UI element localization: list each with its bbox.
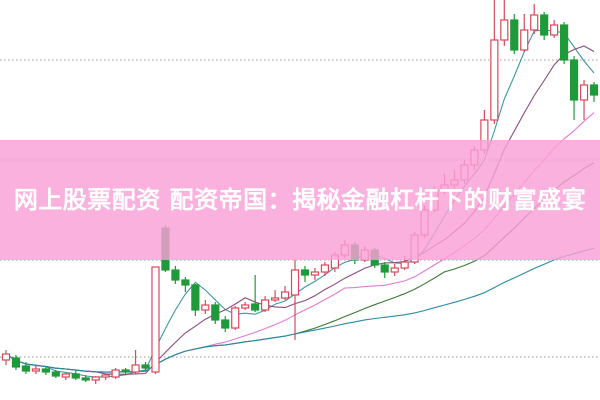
- candle: [500, 0, 509, 46]
- candle-body: [579, 84, 589, 101]
- headline-title: 网上股票配资 配资帝国：揭秘金融杠杆下的财富盛宴: [13, 186, 587, 214]
- candle: [41, 367, 50, 375]
- candle-body: [91, 376, 100, 381]
- candle: [111, 368, 120, 379]
- candle: [261, 296, 270, 312]
- candle: [61, 372, 70, 380]
- candle: [211, 302, 220, 324]
- candle: [530, 4, 539, 34]
- candle-body: [211, 304, 220, 321]
- candle: [71, 370, 80, 380]
- candle: [131, 350, 140, 374]
- candle: [290, 260, 300, 340]
- candle: [31, 366, 40, 374]
- candle: [540, 12, 549, 40]
- candle: [11, 355, 21, 370]
- candle-body: [171, 269, 180, 281]
- candle: [241, 302, 250, 310]
- candle-body: [151, 266, 160, 373]
- candle-body: [51, 371, 60, 377]
- candle-body: [270, 297, 280, 301]
- candle-body: [500, 19, 509, 41]
- candle-body: [520, 29, 529, 51]
- candle: [510, 14, 519, 54]
- candle: [231, 306, 240, 330]
- candle-body: [310, 271, 320, 276]
- candle: [181, 277, 190, 292]
- candle-body: [61, 373, 70, 378]
- candle-body: [141, 364, 150, 369]
- candle: [569, 56, 579, 120]
- candle: [81, 375, 90, 382]
- candle: [201, 300, 210, 314]
- candle: [101, 374, 110, 380]
- candle-body: [320, 264, 330, 273]
- candle: [191, 284, 200, 316]
- candle-body: [490, 39, 499, 121]
- candle: [51, 370, 60, 378]
- candle: [21, 362, 31, 374]
- candle-body: [111, 369, 120, 378]
- candle-body: [530, 14, 539, 31]
- candle: [320, 262, 330, 276]
- candle-body: [290, 269, 300, 296]
- candle-body: [1, 353, 11, 361]
- candle-body: [31, 368, 40, 372]
- candle-body: [280, 291, 290, 299]
- candle-body: [300, 269, 310, 276]
- candle-body: [560, 24, 569, 61]
- candle: [270, 290, 280, 302]
- candle: [141, 362, 150, 370]
- candle-body: [201, 304, 210, 311]
- candle: [550, 20, 559, 38]
- candle-body: [131, 364, 140, 373]
- candle: [490, 0, 499, 124]
- candle-body: [81, 377, 90, 381]
- candle-body: [251, 303, 260, 311]
- candle-body: [71, 373, 80, 379]
- candle-body: [11, 357, 21, 368]
- candle: [520, 14, 529, 52]
- candle-body: [121, 369, 130, 373]
- candle: [280, 286, 290, 300]
- candle-body: [510, 19, 519, 51]
- candle: [251, 275, 260, 312]
- candle-body: [390, 267, 399, 273]
- candle: [589, 82, 599, 102]
- candle-body: [261, 299, 270, 311]
- candle-body: [589, 84, 599, 96]
- candle: [310, 268, 320, 280]
- ma60-line: [5, 247, 595, 373]
- candle-body: [231, 307, 240, 329]
- candle: [121, 368, 130, 375]
- candle: [380, 262, 389, 278]
- candle-body: [221, 319, 230, 329]
- candle-body: [540, 14, 549, 36]
- candle: [151, 266, 160, 374]
- candle: [171, 266, 180, 284]
- candle-body: [191, 284, 200, 311]
- candle: [221, 316, 230, 332]
- candle-body: [400, 261, 409, 269]
- candle: [560, 22, 569, 64]
- candle-body: [380, 264, 389, 273]
- candle-body: [241, 304, 250, 309]
- candle-body: [550, 24, 559, 36]
- candle: [300, 266, 310, 282]
- candle-body: [569, 59, 579, 101]
- candle: [390, 264, 399, 276]
- candle: [579, 80, 589, 120]
- candle: [91, 376, 100, 384]
- candle-body: [181, 279, 190, 286]
- candle-body: [101, 374, 110, 378]
- candle: [1, 350, 11, 365]
- candle-body: [41, 368, 50, 373]
- candle-body: [21, 365, 31, 372]
- headline-banner: 网上股票配资 配资帝国：揭秘金融杠杆下的财富盛宴: [0, 140, 600, 260]
